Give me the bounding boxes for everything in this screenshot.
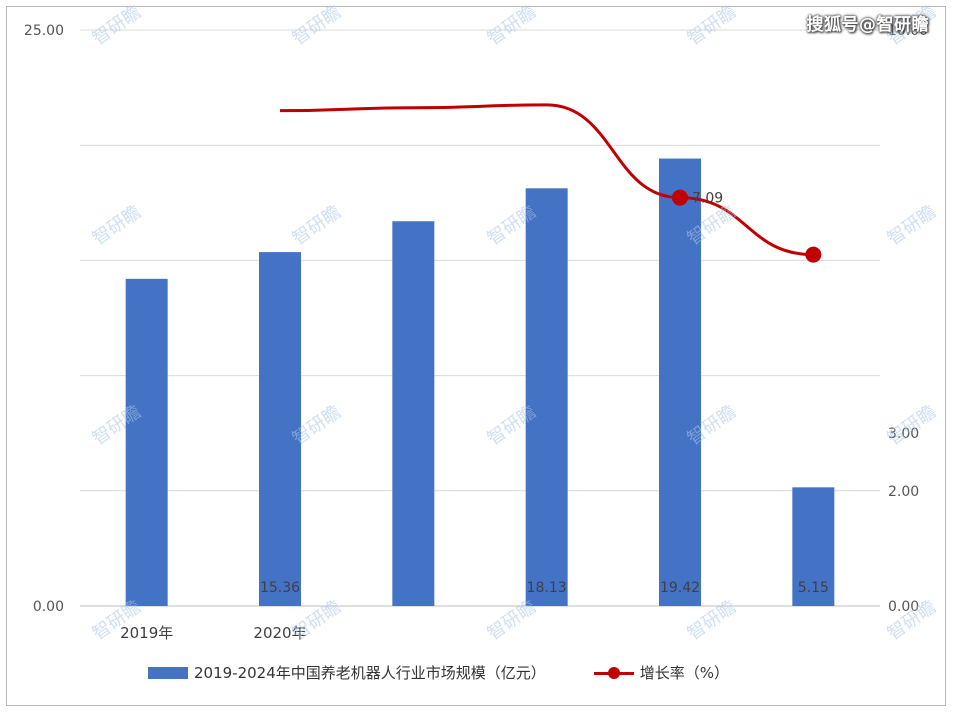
tile-watermark: 智研瞻 xyxy=(484,596,540,644)
tile-watermark: 智研瞻 xyxy=(89,1,145,49)
bar-data-label: 18.13 xyxy=(527,580,567,596)
growth-rate-point xyxy=(805,246,822,263)
bar xyxy=(392,221,435,606)
left-axis-tick-label: 25.00 xyxy=(24,23,64,39)
right-axis-tick-label: 2.00 xyxy=(888,484,919,500)
tile-watermark: 智研瞻 xyxy=(289,201,345,249)
bar xyxy=(792,487,835,606)
corner-watermark: 搜狐号@智研瞻 xyxy=(806,15,929,35)
legend-item-line: 增长率（%） xyxy=(593,662,730,683)
tile-watermark: 智研瞻 xyxy=(884,201,940,249)
bar xyxy=(659,158,701,606)
legend-line-swatch xyxy=(593,666,634,680)
legend-item-bars: 2019-2024年中国养老机器人行业市场规模（亿元） xyxy=(148,662,546,683)
bar-data-label: 19.42 xyxy=(660,580,700,596)
chart-frame xyxy=(6,6,946,706)
tile-watermark: 智研瞻 xyxy=(684,1,740,49)
chart-legend: 2019-2024年中国养老机器人行业市场规模（亿元） 增长率（%） xyxy=(148,662,777,683)
growth-rate-point xyxy=(672,189,688,206)
left-axis-tick-label: 0.00 xyxy=(33,599,64,615)
bar xyxy=(259,252,301,607)
legend-bar-swatch xyxy=(148,666,188,679)
tile-watermark: 智研瞻 xyxy=(289,1,345,49)
right-axis-tick-label: 3.00 xyxy=(888,426,919,442)
tile-watermark: 智研瞻 xyxy=(484,1,540,49)
legend-bar-label: 2019-2024年中国养老机器人行业市场规模（亿元） xyxy=(194,664,546,682)
bar-data-label: 5.15 xyxy=(798,580,829,596)
tile-watermark: 智研瞻 xyxy=(884,401,940,449)
right-axis-tick-label: 10.00 xyxy=(888,23,928,39)
x-axis-tick-label: 2020年 xyxy=(253,624,306,642)
line-data-label: 7.09 xyxy=(692,191,723,207)
tile-watermark: 智研瞻 xyxy=(89,201,145,249)
right-axis-tick-label: 0.00 xyxy=(888,599,919,615)
bar xyxy=(525,188,568,607)
bar xyxy=(125,278,168,606)
bar-data-label: 15.36 xyxy=(260,580,300,596)
growth-rate-line xyxy=(279,103,814,257)
x-axis-tick-label: 2019年 xyxy=(120,624,173,642)
legend-line-label: 增长率（%） xyxy=(639,664,730,682)
